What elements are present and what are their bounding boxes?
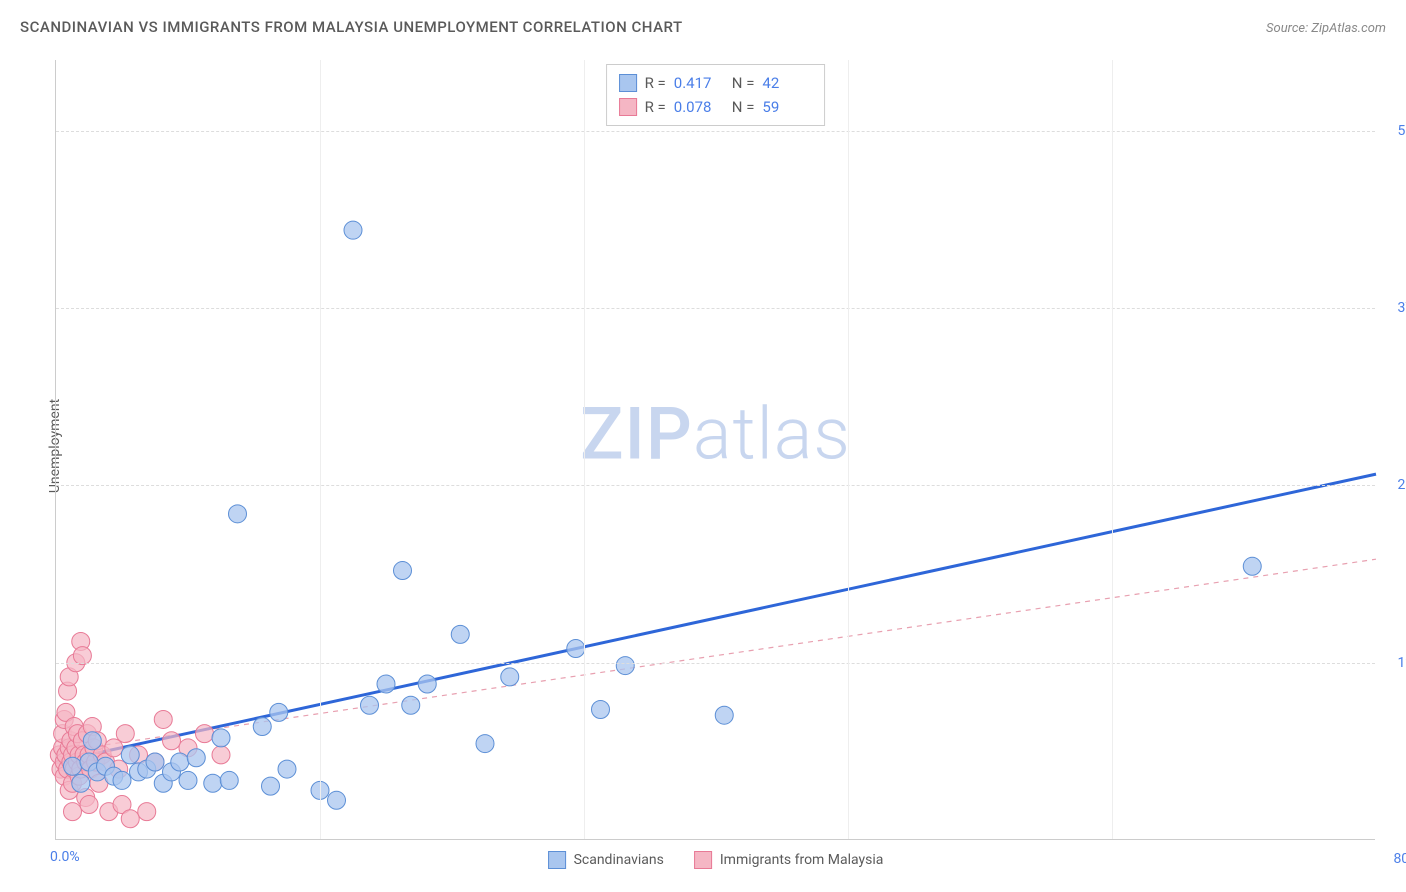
malaysia-point — [80, 796, 98, 814]
scandinavians-point — [113, 771, 131, 789]
vgrid-line — [584, 60, 585, 839]
legend-item-malaysia: Immigrants from Malaysia — [694, 851, 884, 869]
malaysia-point — [64, 803, 82, 821]
scandinavians-point — [501, 668, 519, 686]
scandinavians-point — [72, 774, 90, 792]
scandinavians-point — [146, 753, 164, 771]
hgrid-line — [56, 663, 1375, 664]
scandinavians-point — [262, 777, 280, 795]
x-max-tick: 80.0% — [1375, 851, 1406, 867]
series-legend: Scandinavians Immigrants from Malaysia — [548, 851, 884, 869]
vgrid-line — [848, 60, 849, 839]
chart-source: Source: ZipAtlas.com — [1266, 21, 1386, 36]
y-tick: 50.0% — [1379, 123, 1406, 139]
n-label: N = — [732, 95, 755, 119]
scandinavians-point — [344, 221, 362, 239]
legend-row-malaysia: R = 0.078 N = 59 — [619, 95, 813, 119]
scandinavians-point — [212, 729, 230, 747]
r-value: 0.417 — [674, 71, 724, 95]
x-origin-tick: 0.0% — [50, 849, 80, 865]
hgrid-line — [56, 485, 1375, 486]
scandinavians-point — [64, 757, 82, 775]
legend-swatch — [619, 98, 637, 116]
scandinavians-point — [204, 774, 222, 792]
scandinavians-point — [418, 675, 436, 693]
legend-label: Immigrants from Malaysia — [720, 852, 884, 868]
vgrid-line — [320, 60, 321, 839]
r-label: R = — [645, 71, 666, 95]
malaysia-point — [138, 803, 156, 821]
malaysia-point — [121, 810, 139, 828]
chart-svg — [56, 60, 1375, 839]
scandinavians-point — [121, 746, 139, 764]
scandinavians-point — [229, 505, 247, 523]
hgrid-line — [56, 131, 1375, 132]
legend-swatch — [548, 851, 566, 869]
y-tick: 37.5% — [1379, 300, 1406, 316]
malaysia-point — [116, 725, 134, 743]
scandinavians-point — [220, 771, 238, 789]
scandinavians-point — [83, 732, 101, 750]
legend-row-scandinavians: R = 0.417 N = 42 — [619, 71, 813, 95]
malaysia-point — [196, 725, 214, 743]
scandinavians-point — [253, 718, 271, 736]
scandinavians-point — [402, 696, 420, 714]
scandinavians-point — [567, 640, 585, 658]
legend-swatch — [619, 74, 637, 92]
legend-label: Scandinavians — [574, 852, 664, 868]
chart-header: SCANDINAVIAN VS IMMIGRANTS FROM MALAYSIA… — [20, 18, 1386, 36]
scandinavians-point — [361, 696, 379, 714]
chart-title: SCANDINAVIAN VS IMMIGRANTS FROM MALAYSIA… — [20, 18, 683, 36]
n-label: N = — [732, 71, 755, 95]
correlation-legend: R = 0.417 N = 42 R = 0.078 N = 59 — [606, 64, 826, 126]
scandinavians-point — [451, 625, 469, 643]
n-value: 42 — [762, 71, 812, 95]
scandinavians-point — [278, 760, 296, 778]
plot-area: ZIPatlas R =0.417N =42R =0.078N =59 Scan… — [55, 60, 1375, 840]
scandinavians-point — [1243, 557, 1261, 575]
scandinavians-point — [616, 657, 634, 675]
n-value: 59 — [762, 95, 812, 119]
scandinavians-point — [270, 703, 288, 721]
r-value: 0.078 — [674, 95, 724, 119]
scandinavians-point — [715, 706, 733, 724]
scandinavians-point — [476, 735, 494, 753]
scandinavians-point — [394, 562, 412, 580]
scandinavians-point — [592, 701, 610, 719]
scandinavians-point — [179, 771, 197, 789]
scandinavians-point — [171, 753, 189, 771]
vgrid-line — [1112, 60, 1113, 839]
scandinavians-point — [187, 749, 205, 767]
hgrid-line — [56, 308, 1375, 309]
y-tick: 25.0% — [1379, 477, 1406, 493]
legend-swatch — [694, 851, 712, 869]
legend-item-scandinavians: Scandinavians — [548, 851, 664, 869]
y-tick: 12.5% — [1379, 655, 1406, 671]
malaysia-point — [154, 710, 172, 728]
scandinavians-point — [377, 675, 395, 693]
r-label: R = — [645, 95, 666, 119]
scandinavians-point — [328, 791, 346, 809]
malaysia-point — [163, 732, 181, 750]
malaysia-point — [212, 746, 230, 764]
